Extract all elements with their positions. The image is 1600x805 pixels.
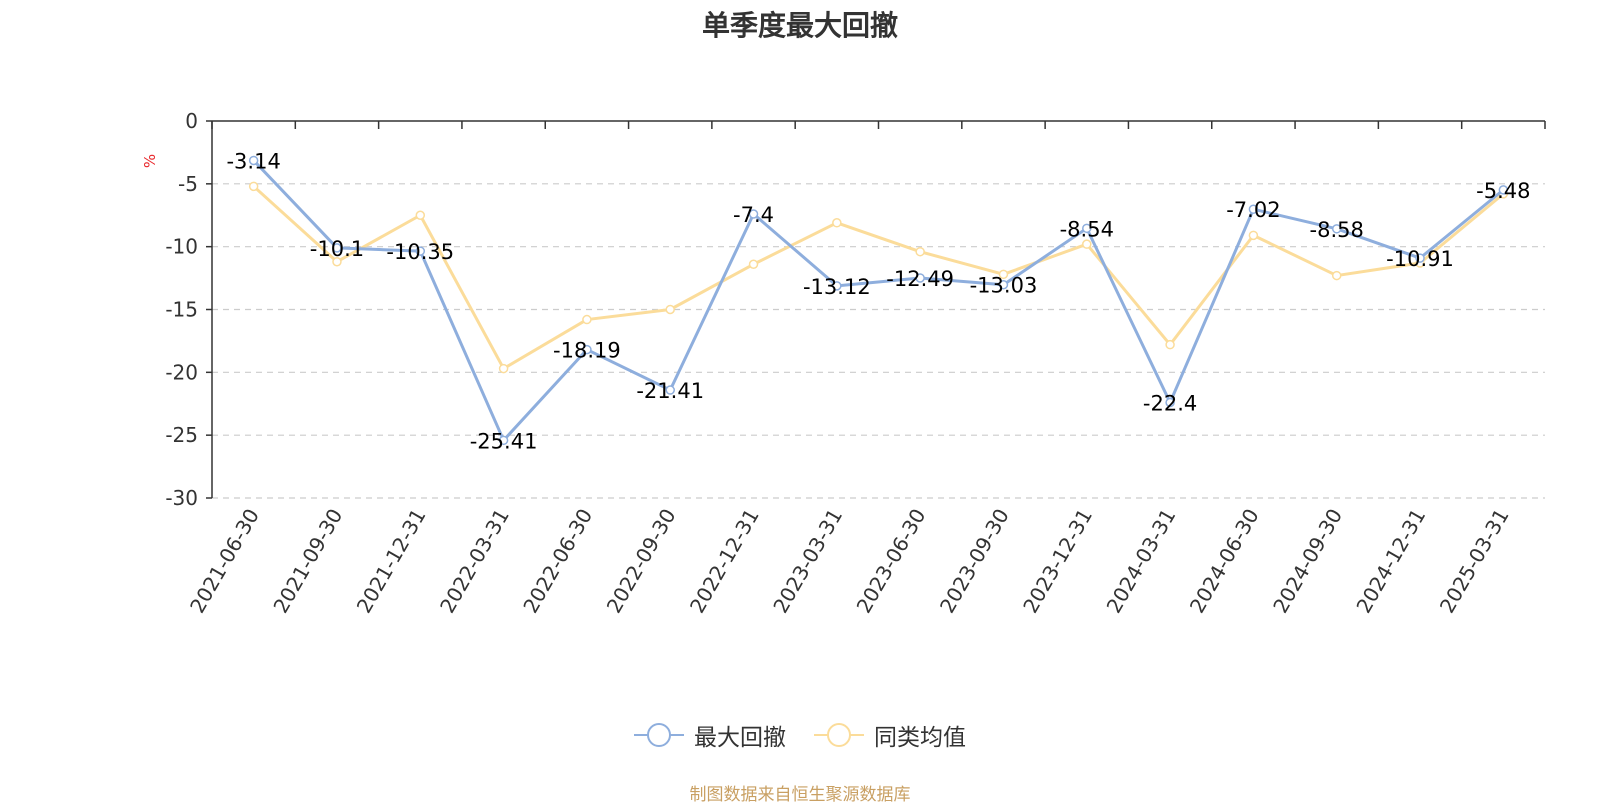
data-label: -22.4 <box>1143 391 1197 415</box>
x-tick-label: 2024-12-31 <box>1351 505 1430 618</box>
data-label: -8.54 <box>1060 217 1114 241</box>
x-tick-label: 2021-12-31 <box>352 505 431 618</box>
data-point-max-drawdown <box>498 435 509 446</box>
legend-label-peer-average: 同类均值 <box>874 725 966 751</box>
data-label: -8.58 <box>1310 218 1364 242</box>
data-point-max-drawdown <box>1248 204 1259 214</box>
x-tick-label: 2022-03-31 <box>435 505 514 618</box>
data-point-peer-average <box>1082 239 1092 249</box>
data-point-max-drawdown <box>915 273 925 283</box>
data-label: -12.49 <box>886 267 954 291</box>
data-point-peer-average <box>998 269 1009 280</box>
x-tick-label: 2023-12-31 <box>1018 505 1097 618</box>
y-tick-label: -30 <box>165 486 198 510</box>
x-tick-label: 2024-06-30 <box>1185 505 1264 618</box>
data-label: -3.14 <box>226 149 280 173</box>
legend-label-max-drawdown: 最大回撤 <box>694 725 786 751</box>
y-tick-label: -5 <box>178 172 198 196</box>
data-point-max-drawdown <box>332 243 342 253</box>
legend-item-peer-average[interactable]: 同类均值 <box>814 718 966 752</box>
data-point-peer-average <box>1248 230 1259 241</box>
data-point-max-drawdown <box>1498 185 1509 195</box>
data-point-peer-average <box>915 246 925 257</box>
x-tick-label: 2022-12-31 <box>685 505 764 618</box>
series-line-max-drawdown <box>252 159 1505 442</box>
data-point-max-drawdown <box>1165 397 1175 408</box>
legend-swatch-peer-average <box>814 722 864 748</box>
data-point-peer-average <box>498 363 509 374</box>
data-point-peer-average <box>1331 270 1342 281</box>
data-label: -7.02 <box>1226 198 1280 222</box>
data-point-peer-average <box>748 259 759 270</box>
data-point-max-drawdown <box>582 344 592 355</box>
legend: 最大回撤 同类均值 <box>0 718 1600 752</box>
x-tick-label: 2023-03-31 <box>768 505 847 618</box>
x-tick-label: 2023-06-30 <box>852 505 931 618</box>
x-tick-label: 2024-03-31 <box>1102 505 1181 618</box>
data-label: -5.48 <box>1476 179 1530 203</box>
x-tick-label: 2023-09-30 <box>935 505 1014 618</box>
legend-swatch-max-drawdown <box>634 722 684 748</box>
data-label: -18.19 <box>553 339 621 363</box>
data-point-max-drawdown <box>1331 224 1342 234</box>
data-point-max-drawdown <box>415 246 426 256</box>
y-tick-label: -20 <box>165 360 198 384</box>
y-tick-label: -10 <box>165 235 198 259</box>
source-note: 制图数据来自恒生聚源数据库 <box>689 785 911 805</box>
data-point-max-drawdown <box>248 155 259 166</box>
data-point-max-drawdown <box>832 281 842 291</box>
series-line-peer-average <box>252 185 1505 371</box>
data-point-peer-average <box>665 304 675 315</box>
data-point-max-drawdown <box>1082 223 1092 234</box>
data-point-peer-average <box>1165 339 1175 350</box>
data-label: -10.35 <box>386 240 454 264</box>
data-label: -21.41 <box>636 379 704 403</box>
y-tick-label: 0 <box>185 109 198 133</box>
x-tick-label: 2025-03-31 <box>1435 505 1514 618</box>
x-tick-label: 2024-09-30 <box>1268 505 1347 618</box>
data-point-peer-average <box>832 218 842 228</box>
data-point-max-drawdown <box>998 279 1009 290</box>
x-tick-label: 2021-06-30 <box>185 505 264 618</box>
y-tick-label: -15 <box>165 298 198 322</box>
data-label: -13.12 <box>803 275 871 299</box>
data-point-peer-average <box>582 314 592 325</box>
y-tick-label: -25 <box>165 423 198 447</box>
data-label: -10.91 <box>1386 247 1454 271</box>
data-point-max-drawdown <box>665 385 675 395</box>
data-label: -25.41 <box>470 429 538 453</box>
data-label: -7.4 <box>733 203 774 227</box>
data-point-peer-average <box>248 181 259 192</box>
data-point-peer-average <box>332 256 342 267</box>
data-label: -13.03 <box>970 274 1038 298</box>
chart-title: 单季度最大回撤 <box>701 9 898 42</box>
legend-item-max-drawdown[interactable]: 最大回撤 <box>634 718 786 752</box>
x-tick-label: 2022-06-30 <box>518 505 597 618</box>
data-point-max-drawdown <box>748 209 759 219</box>
data-point-peer-average <box>415 210 426 220</box>
data-label: -10.1 <box>310 237 364 261</box>
x-tick-label: 2022-09-30 <box>602 505 681 618</box>
x-tick-label: 2021-09-30 <box>268 505 347 618</box>
data-point-max-drawdown <box>1415 253 1425 263</box>
